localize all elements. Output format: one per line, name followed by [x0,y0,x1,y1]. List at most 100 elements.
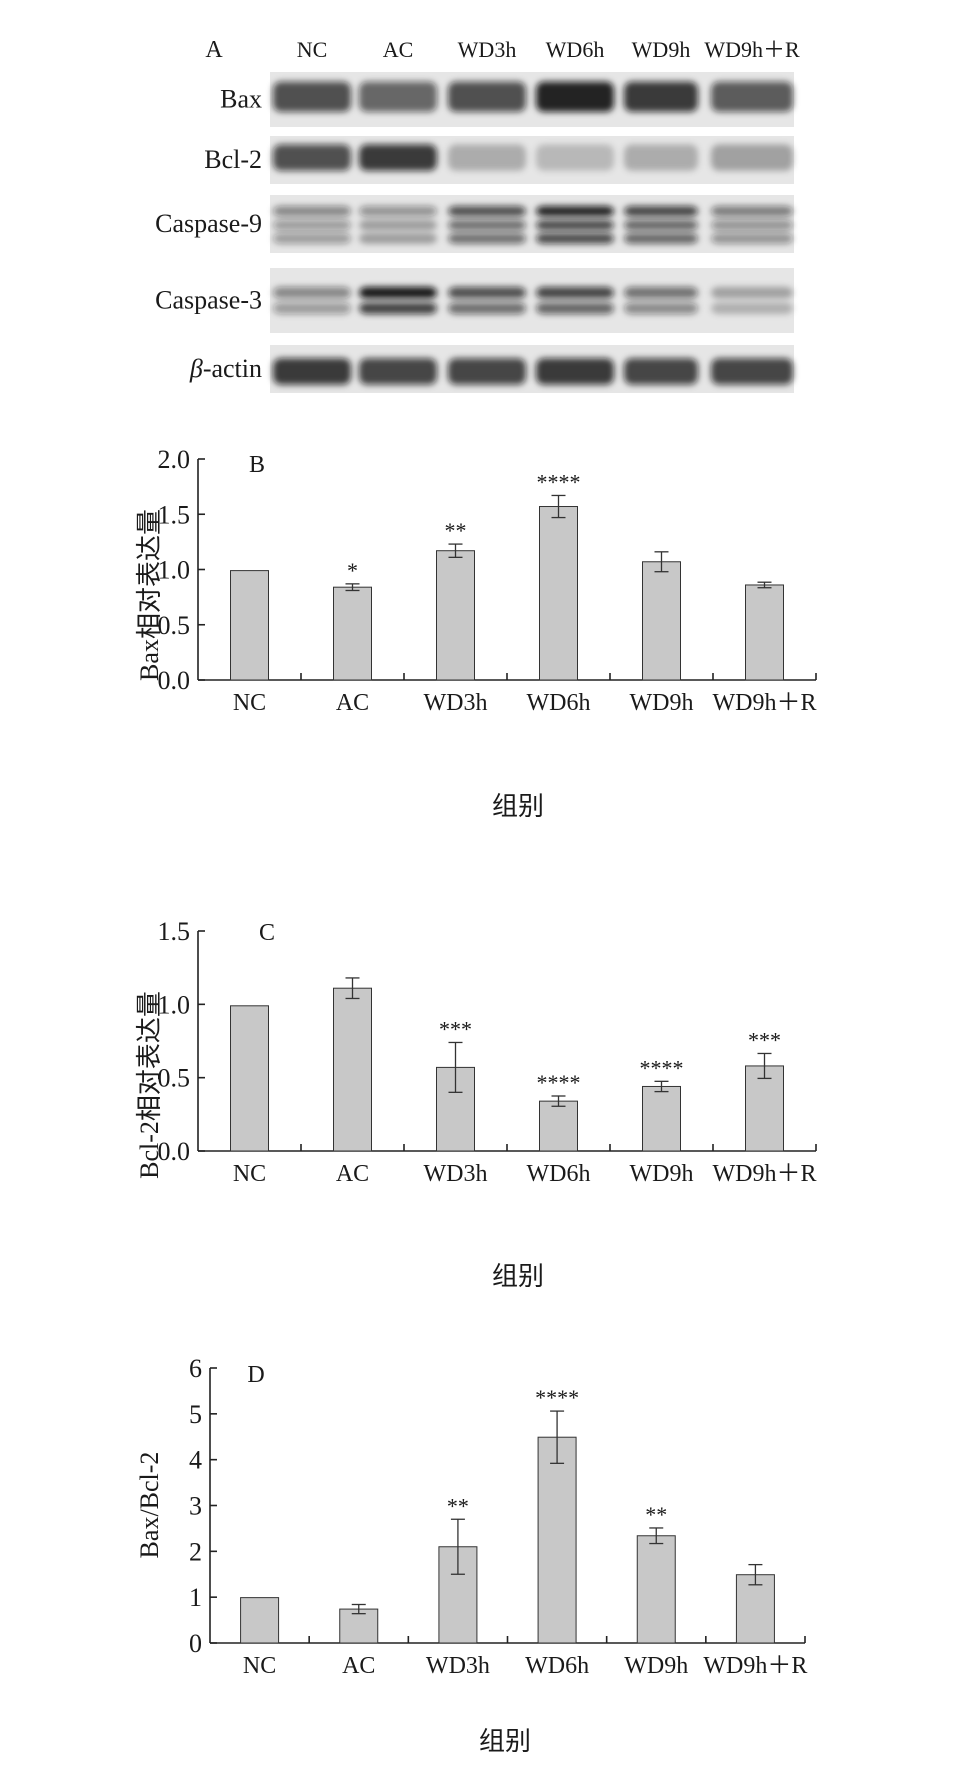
blot-band-caspase-9-ac [359,206,437,217]
blot-band-bax-wd9h [624,81,698,112]
y-tick-label-d: 6 [189,1354,202,1383]
y-tick-label-d: 4 [189,1446,202,1475]
bar-d-wd6h [537,1436,577,1644]
blot-band-caspase-9-wd9h [624,233,698,244]
lane-header-wd9h: WD9h [632,37,691,62]
blot-band-caspase-9-wd9h-r [711,206,793,217]
blot-band-caspase-9-wd3h [448,233,526,244]
x-axis-label-d: 组别 [479,1727,531,1756]
lane-header-wd6h: WD6h [546,37,605,62]
panel-label-a: A [205,37,223,63]
y-tick-label-d: 1 [189,1583,202,1612]
blot-band-caspase-9-nc [273,233,351,244]
bar-b-wd6h [539,506,578,681]
significance-c-wd9h: **** [640,1055,684,1080]
blot-band-caspase-3-wd9h [624,302,698,315]
bcl2-expression-chart: 0.0 0.5 1.0 1.5 NC AC *** WD3h **** WD6h **** WD9h *… [135,917,817,1291]
x-tick-label-b-ac: AC [336,690,369,716]
blot-strip-actin [270,345,794,393]
x-tick-label-b-wd9h-r: WD9h＋R [713,690,817,716]
bar-d-nc [240,1597,280,1644]
blot-band-actin-wd6h [536,358,614,385]
blot-band-bcl-2-wd6h [536,144,614,171]
y-tick-label-b: 1.5 [158,500,191,529]
lane-header-ac: AC [383,37,414,62]
blot-band-caspase-9-wd9h-r [711,219,793,231]
blot-row-label-caspase-3: Caspase-3 [155,286,262,315]
blot-row-label-bcl-2: Bcl-2 [204,145,262,174]
significance-d-wd6h: **** [535,1385,579,1410]
significance-c-wd3h: *** [439,1016,472,1041]
bar-d-wd9h [636,1535,676,1644]
western-blot-panel: A NC AC WD3h WD6h WD9h WD9h＋R Bax Bcl-2 Caspase… [155,37,800,393]
blot-band-caspase-9-wd9h [624,206,698,217]
x-tick-label-b-wd6h: WD6h [527,690,591,716]
bar-c-nc [230,1005,269,1152]
blot-band-bax-wd3h [448,81,526,112]
blot-band-bcl-2-wd9h [624,144,698,171]
blot-band-caspase-3-wd6h [536,286,614,299]
blot-band-bcl-2-wd9h-r [711,144,793,171]
x-tick-label-d-wd6h: WD6h [525,1653,589,1679]
y-axis-label-c: Bcl-2相对表达量 [135,991,164,1179]
x-tick-label-c-wd9h-r: WD9h＋R [713,1161,817,1187]
blot-band-bax-nc [273,81,351,112]
bar-c-wd9h-r [745,1065,784,1152]
lane-header-wd3h: WD3h [458,37,517,62]
blot-strip-caspase-9 [270,195,794,253]
blot-band-bcl-2-wd3h [448,144,526,171]
blot-strip-bcl-2 [270,136,794,184]
blot-band-caspase-3-ac [359,302,437,315]
blot-strip-bax [270,72,794,127]
bar-b-wd3h [436,550,475,681]
blot-band-caspase-9-wd3h [448,206,526,217]
bax-expression-chart: 0.0 0.5 1.0 1.5 2.0 NC * AC ** WD3h **** WD6h WD9h WD… [135,445,817,821]
panel-label-b: B [249,452,265,478]
y-tick-label-c: 0.5 [158,1064,191,1093]
x-tick-label-d-wd9h: WD9h [624,1653,688,1679]
blot-band-caspase-3-nc [273,286,351,299]
significance-b-ac: * [347,558,358,583]
blot-band-actin-ac [359,358,437,385]
x-tick-label-b-nc: NC [233,690,266,716]
blot-band-caspase-9-wd9h-r [711,233,793,244]
blot-rows: Bax Bcl-2 Caspase-9 Caspase-3 β-actin [155,72,794,393]
blot-lane-headers: NC AC WD3h WD6h WD9h WD9h＋R [297,37,800,62]
significance-d-wd9h: ** [645,1502,667,1527]
y-tick-label-c: 0.0 [158,1137,191,1166]
y-tick-label-b: 0.0 [158,666,191,695]
x-tick-label-c-ac: AC [336,1161,369,1187]
significance-b-wd3h: ** [445,518,467,543]
blot-band-bax-wd6h [536,81,614,112]
x-tick-label-d-ac: AC [342,1653,375,1679]
bar-c-wd6h [539,1100,578,1152]
blot-band-caspase-3-ac [359,286,437,299]
blot-band-caspase-9-nc [273,219,351,231]
bar-d-ac [339,1608,379,1644]
blot-band-caspase-3-wd9h-r [711,302,793,315]
y-axis-label-d: Bax/Bcl-2 [135,1452,164,1559]
significance-b-wd6h: **** [537,469,581,494]
blot-band-caspase-9-ac [359,233,437,244]
blot-band-caspase-9-wd3h [448,219,526,231]
blot-band-bax-ac [359,81,437,112]
blot-band-bcl-2-nc [273,144,351,171]
y-tick-label-d: 0 [189,1629,202,1658]
bar-c-ac [333,987,372,1152]
y-tick-label-c: 1.0 [158,990,191,1019]
blot-band-caspase-3-wd9h-r [711,286,793,299]
blot-band-caspase-3-wd3h [448,286,526,299]
bar-b-wd9h-r [745,584,784,681]
blot-band-caspase-9-wd6h [536,206,614,217]
x-tick-label-c-wd6h: WD6h [527,1161,591,1187]
y-tick-label-d: 5 [189,1400,202,1429]
blot-row-label-bax: Bax [220,85,262,114]
x-tick-label-c-nc: NC [233,1161,266,1187]
y-tick-label-d: 2 [189,1537,202,1566]
x-tick-label-c-wd9h: WD9h [630,1161,694,1187]
blot-band-caspase-3-wd9h [624,286,698,299]
bar-b-wd9h [642,561,681,681]
x-tick-label-d-wd3h: WD3h [426,1653,490,1679]
blot-band-actin-nc [273,358,351,385]
